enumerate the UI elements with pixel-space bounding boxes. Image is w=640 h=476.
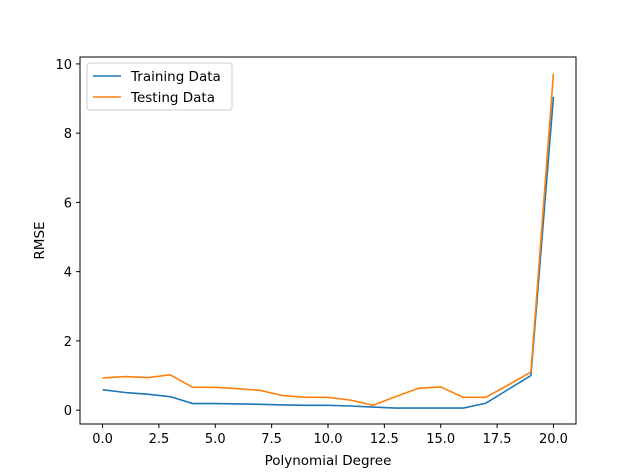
x-tick-label: 10.0 bbox=[314, 432, 343, 447]
legend-box bbox=[86, 62, 233, 111]
y-tick-label: 6 bbox=[64, 196, 72, 211]
y-tick-label: 10 bbox=[55, 58, 72, 73]
series-line-testing bbox=[102, 73, 555, 407]
y-tick-label: 8 bbox=[64, 127, 72, 142]
series-line-training bbox=[102, 96, 555, 409]
x-tick-label: 15.0 bbox=[426, 432, 455, 447]
y-axis-label: RMSE bbox=[32, 221, 48, 259]
y-axis-ticks: 0 2 4 6 8 10 bbox=[55, 58, 80, 419]
x-tick-label: 7.5 bbox=[261, 432, 282, 447]
y-tick-label: 2 bbox=[64, 335, 72, 350]
x-tick-label: 2.5 bbox=[149, 432, 170, 447]
x-tick-label: 12.5 bbox=[370, 432, 399, 447]
legend: Training Data Testing Data bbox=[86, 62, 233, 111]
x-tick-label: 17.5 bbox=[483, 432, 512, 447]
x-tick-label: 20.0 bbox=[539, 432, 568, 447]
x-axis-label: Polynomial Degree bbox=[265, 453, 392, 469]
x-axis-ticks: 0.0 2.5 5.0 7.5 10.0 12.5 15.0 17.5 20.0 bbox=[92, 424, 568, 447]
legend-entry-label: Training Data bbox=[130, 69, 221, 85]
y-tick-label: 0 bbox=[64, 404, 72, 419]
plot-lines bbox=[102, 73, 555, 409]
x-tick-label: 0.0 bbox=[92, 432, 113, 447]
legend-entry-label: Testing Data bbox=[130, 90, 215, 106]
plot-frame bbox=[79, 56, 577, 425]
x-tick-label: 5.0 bbox=[205, 432, 226, 447]
y-tick-label: 4 bbox=[64, 266, 72, 281]
